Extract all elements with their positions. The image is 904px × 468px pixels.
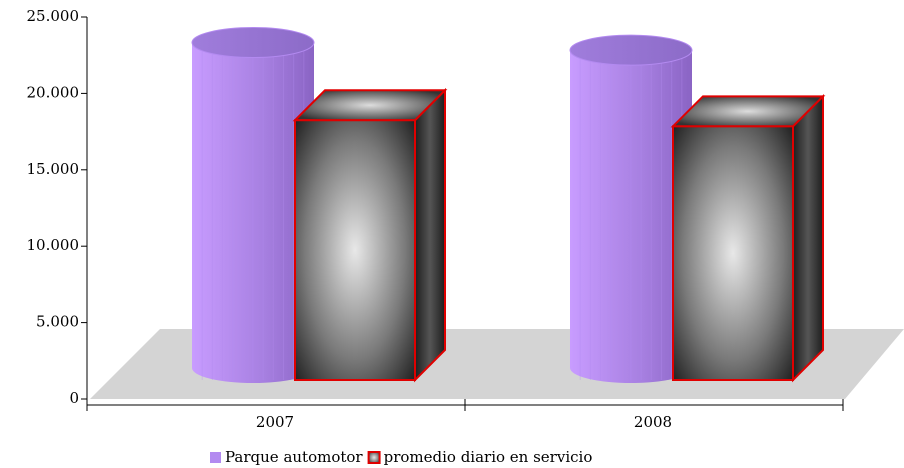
y-tick-label: 10.000 xyxy=(27,236,80,254)
legend-label: Parque automotor xyxy=(225,448,363,466)
box-front xyxy=(672,125,794,381)
y-tick-label: 0 xyxy=(69,389,79,407)
box-side xyxy=(792,93,824,383)
y-tick-label: 25.000 xyxy=(27,7,80,25)
box-side xyxy=(414,87,446,383)
x-tick-label: 2007 xyxy=(256,413,294,431)
y-tick-label: 5.000 xyxy=(36,313,79,331)
cylinder-top xyxy=(569,34,693,66)
cylinder-bar xyxy=(191,27,315,383)
y-tick-label: 15.000 xyxy=(27,160,80,178)
cylinder-body xyxy=(570,50,692,384)
legend-label: promedio diario en servicio xyxy=(384,448,593,466)
legend-swatch xyxy=(210,452,221,463)
cylinder-body xyxy=(192,42,314,383)
box-bar xyxy=(670,93,826,383)
x-tick-label: 2008 xyxy=(634,413,672,431)
y-tick-label: 20.000 xyxy=(27,83,80,101)
legend-swatch xyxy=(367,451,381,464)
cylinder-bar xyxy=(569,34,693,384)
cylinder-top xyxy=(191,27,315,59)
box-bar xyxy=(292,87,448,383)
box-front xyxy=(294,119,416,382)
